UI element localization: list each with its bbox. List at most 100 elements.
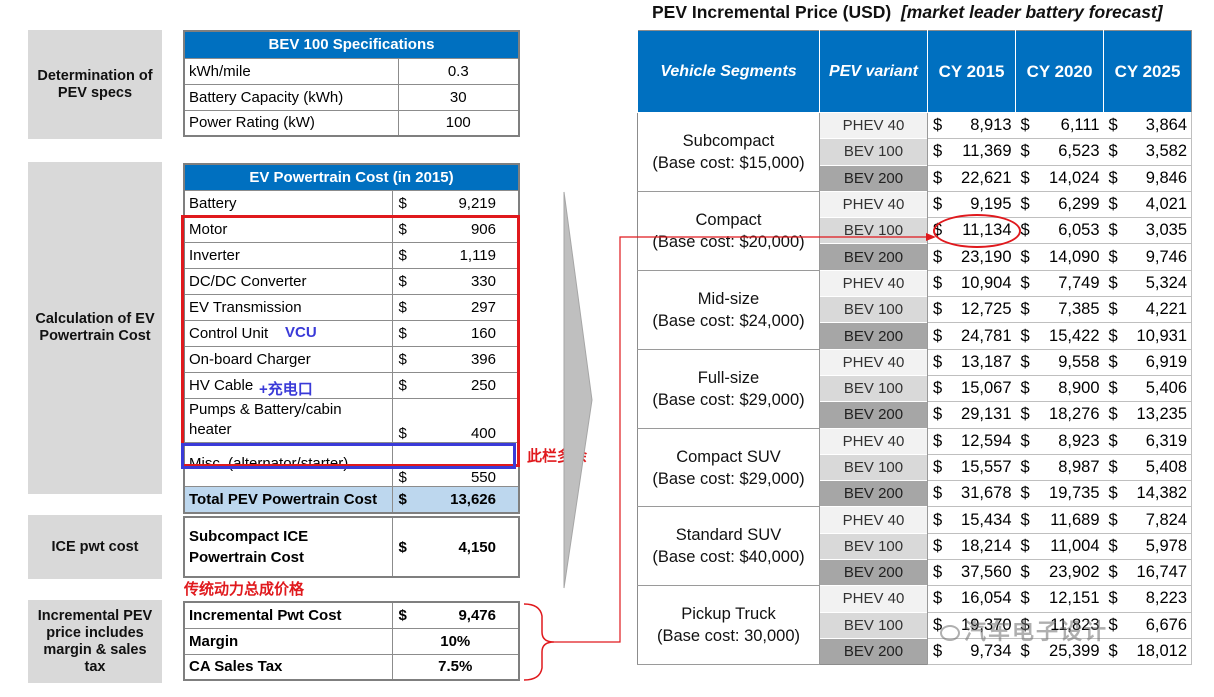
price-row: BEV 100 $11,369 $6,523 $3,582 [638,138,1192,166]
price-value: 16,747 [1117,559,1192,587]
price-value: 5,406 [1117,374,1192,403]
incremental-label: Incremental Pwt Cost [183,601,393,629]
cost-value: 330 [420,267,520,295]
price-currency: $ [1103,453,1118,482]
total-currency: $ [391,485,420,514]
price-value: 3,035 [1117,217,1192,245]
price-row: BEV 200 $31,678 $19,735 $14,382 [638,480,1192,508]
incremental-value: 9,476 [420,601,520,629]
cost-currency: $ [391,345,420,373]
price-value: 24,781 [942,322,1016,350]
price-currency: $ [927,453,943,482]
price-row: Standard SUV (Base cost: $40,000) PHEV 40 $… [637,506,1192,587]
red-connector-line [554,236,630,643]
price-value: 15,067 [942,374,1016,403]
incremental-label: CA Sales Tax [183,653,393,681]
cost-value: 9,219 [420,189,520,217]
red-highlight-box [181,215,520,467]
variant-cell: BEV 200 [819,480,928,507]
segment-base-cost: (Base cost: 30,000) [656,627,801,646]
variant-cell: BEV 100 [819,138,928,166]
price-currency: $ [1015,480,1030,508]
price-value: 8,987 [1029,453,1104,482]
price-currency: $ [927,190,943,219]
cost-row: Inverter $1,119 [183,241,520,269]
price-currency: $ [1103,585,1118,613]
price-value: 8,223 [1117,585,1192,613]
price-currency: $ [1015,506,1030,534]
price-value: 14,382 [1117,480,1192,508]
price-value: 16,054 [942,585,1016,613]
price-value: 14,024 [1029,164,1104,192]
title-note: [market leader battery forecast] [900,2,1163,22]
price-row: Compact (Base cost: $20,000) PHEV 40 $9,195… [637,190,1192,271]
cost-label: On-board Charger [183,345,393,373]
price-currency: $ [1015,243,1030,271]
watermark: 汽车电子设计 [940,614,1108,646]
price-currency: $ [1103,243,1118,271]
connector-overlay [523,191,630,681]
price-currency: $ [1015,269,1030,298]
variant-cell: BEV 100 [819,296,928,323]
price-value: 6,319 [1117,427,1192,455]
price-value: 18,012 [1117,637,1192,666]
price-currency: $ [1103,401,1118,429]
segment-name: Standard SUV [675,526,782,545]
price-currency: $ [927,269,943,298]
traditional-powertrain-annotation: 传统动力总成价格 [184,581,305,598]
price-value: 11,004 [1029,532,1104,561]
variant-cell: PHEV 40 [819,190,928,218]
cost-label: Inverter [183,241,393,269]
cost-value: 906 [420,215,520,243]
price-row: BEV 200 $22,621 $14,024 $9,846 [638,164,1192,192]
variant-cell: PHEV 40 [819,269,928,297]
spec-value: 100 [397,109,520,137]
price-currency: $ [1015,322,1030,350]
segment-base-cost: (Base cost: $29,000) [652,469,805,488]
price-row: BEV 100 $18,214 $11,004 $5,978 [638,532,1192,561]
spec-row: Battery Capacity (kWh) 30 [183,83,520,111]
price-currency: $ [927,427,943,455]
watermark-text: 汽车电子设计 [964,619,1109,644]
price-currency: $ [1015,532,1030,561]
spec-label: Battery Capacity (kWh) [183,83,399,111]
cost-currency: $ [391,241,420,269]
price-value: 4,021 [1117,190,1192,219]
price-value: 12,594 [942,427,1016,455]
price-value: 8,900 [1029,374,1104,403]
variant-cell: BEV 100 [819,611,928,639]
segment-cell: Standard SUV (Base cost: $40,000) [637,506,820,587]
cost-label: EV Transmission [183,293,393,321]
spec-row: kWh/mile 0.3 [183,57,520,85]
price-value: 6,676 [1117,611,1192,639]
price-currency: $ [927,111,943,140]
price-value: 8,913 [942,111,1016,140]
price-currency: $ [1015,138,1030,166]
price-currency: $ [1015,374,1030,403]
segment-name: Full-size [697,368,760,387]
price-value: 6,053 [1029,217,1104,245]
price-currency: $ [1015,559,1030,587]
price-value: 23,902 [1029,559,1104,587]
price-value: 37,560 [942,559,1016,587]
price-value: 11,369 [942,138,1016,166]
segment-cell: Mid-size (Base cost: $24,000) [637,269,820,350]
total-row: Total PEV Powertrain Cost $ 13,626 [183,485,520,514]
price-value: 9,734 [942,637,1016,666]
price-currency: $ [1103,190,1118,219]
price-table-title: PEV Incremental Price (USD) [market lead… [652,2,1163,23]
label-pev-specs: Determination of PEV specs [28,30,162,139]
price-value: 6,111 [1029,111,1104,140]
price-value: 22,621 [942,164,1016,192]
price-value: 9,846 [1117,164,1192,192]
price-row: BEV 100 $19,370 $11,823 $6,676 [638,611,1192,639]
variant-cell: BEV 200 [819,164,928,192]
cost-currency: $ [391,189,420,217]
variant-cell: PHEV 40 [819,111,928,139]
label-ice-cost: ICE pwt cost [28,515,162,579]
cost-row: Control Unit $160 [183,319,520,347]
cost-value: 160 [420,319,520,347]
price-value: 7,385 [1029,296,1104,324]
cost-value: 400 [420,397,520,443]
bev-specs-table: BEV 100 Specifications kWh/mile 0.3 Batter… [183,30,520,137]
